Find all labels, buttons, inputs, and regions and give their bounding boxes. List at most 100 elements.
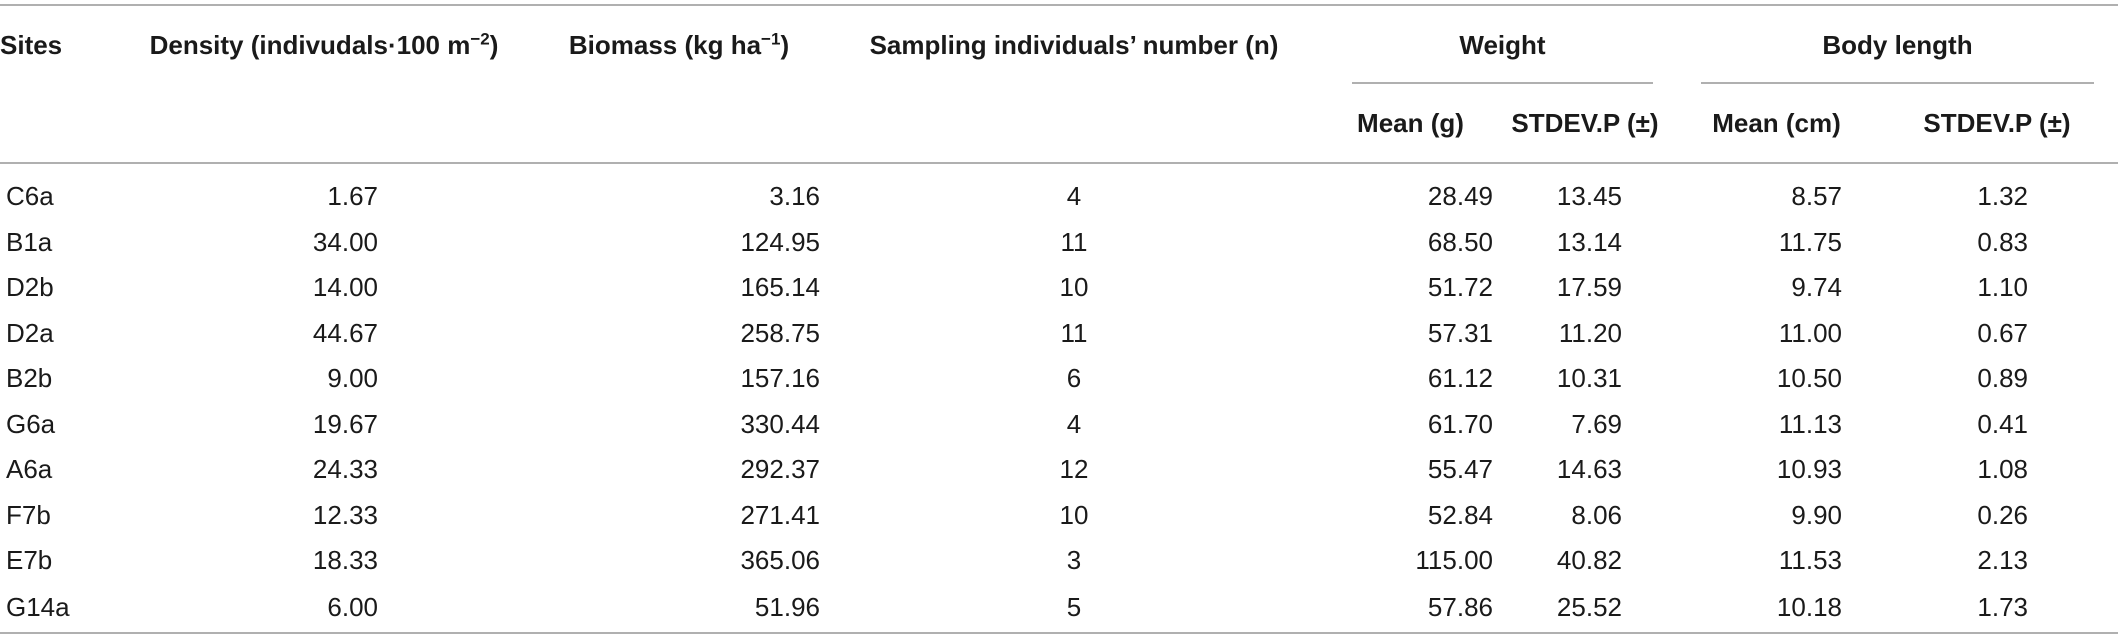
cell-sampling-n: 10	[1059, 499, 1089, 530]
header-weight-mean: Mean (g)	[1328, 84, 1493, 164]
cell-sampling-n: 6	[1066, 363, 1082, 394]
cell-biomass: 3.16	[769, 181, 820, 212]
cell-site: D2a	[6, 317, 54, 348]
cell-body-length-stdev: 1.73	[1876, 583, 2118, 634]
cell-sampling-n: 3	[1066, 545, 1082, 576]
cell-biomass-wrap: 51.96	[538, 583, 820, 634]
table-header: Sites Density (indivudals·100 m−2) Bioma…	[0, 4, 2118, 164]
header-density: Density (indivudals·100 m−2)	[110, 4, 538, 84]
header-body-length-mean: Mean (cm)	[1677, 84, 1876, 164]
cell-density: 19.67	[312, 408, 378, 439]
cell-body-length-mean: 11.13	[1778, 408, 1842, 439]
cell-site: E7b	[6, 545, 53, 576]
table-body: C6a 1.67 3.16 4 28.49 13.45 8.57 1.32 B1…	[0, 163, 2118, 634]
cell-body-length-mean: 10.18	[1677, 583, 1876, 634]
cell-body-length-mean: 11.00	[1778, 317, 1842, 348]
cell-body-length-mean: 10.93	[1776, 454, 1842, 485]
cell-sampling-n: 4	[1066, 408, 1082, 439]
cell-weight-mean: 61.12	[1427, 363, 1493, 394]
cell-density: 24.33	[312, 454, 378, 485]
cell-density: 12.33	[312, 499, 378, 530]
cell-weight-mean: 68.50	[1427, 226, 1493, 257]
cell-weight-mean: 115.00	[1415, 545, 1493, 576]
cell-weight-mean-wrap: 68.50	[1328, 220, 1493, 266]
cell-site: F7b	[6, 499, 51, 530]
cell-density: 6.00	[110, 583, 538, 634]
cell-weight-mean-wrap: 61.70	[1328, 402, 1493, 448]
cell-biomass-wrap: 258.75	[538, 311, 820, 357]
cell-weight-mean-wrap: 57.31	[1328, 311, 1493, 357]
header-density-close: )	[489, 29, 499, 60]
cell-body-length-stdev: 0.41	[1977, 408, 2028, 439]
cell-body-length-mean: 11.53	[1778, 545, 1842, 576]
cell-weight-mean-wrap: 51.72	[1328, 265, 1493, 311]
table-row: D2b 14.00 165.14 10 51.72 17.59 9.74 1.1…	[0, 265, 2118, 311]
cell-biomass: 271.41	[740, 499, 820, 530]
header-row-secondary: Mean (g) STDEV.P (±) Mean (cm) STDEV.P (…	[0, 84, 2118, 164]
cell-weight-mean-wrap: 57.86	[1328, 583, 1493, 634]
table-row: D2a 44.67 258.75 11 57.31 11.20 11.00 0.…	[0, 311, 2118, 357]
cell-site: B2b	[6, 363, 53, 394]
table-row: G14a 6.00 51.96 5 57.86 25.52 10.18 1.73	[0, 583, 2118, 634]
cell-density: 44.67	[312, 317, 378, 348]
cell-density: 14.00	[312, 272, 378, 303]
cell-body-length-mean: 10.50	[1776, 363, 1842, 394]
cell-biomass-wrap: 271.41	[538, 493, 820, 539]
cell-weight-mean-wrap: 55.47	[1328, 447, 1493, 493]
cell-biomass: 292.37	[740, 454, 820, 485]
cell-weight-mean: 61.70	[1427, 408, 1493, 439]
cell-biomass: 51.96	[754, 592, 820, 622]
cell-weight-stdev: 13.14	[1556, 226, 1622, 257]
cell-weight-stdev: 10.31	[1556, 363, 1622, 394]
cell-sampling-n: 5	[820, 583, 1328, 634]
cell-body-length-mean: 9.90	[1791, 499, 1842, 530]
cell-biomass: 330.44	[740, 408, 820, 439]
cell-biomass-wrap: 124.95	[538, 220, 820, 266]
table-row: A6a 24.33 292.37 12 55.47 14.63 10.93 1.…	[0, 447, 2118, 493]
cell-weight-mean-wrap: 28.49	[1328, 163, 1493, 220]
cell-biomass-wrap: 365.06	[538, 538, 820, 584]
cell-body-length-stdev: 1.08	[1977, 454, 2028, 485]
cell-weight-mean-wrap: 61.12	[1328, 356, 1493, 402]
cell-biomass-wrap: 3.16	[538, 163, 820, 220]
sites-data-table: Sites Density (indivudals·100 m−2) Bioma…	[0, 4, 2118, 634]
header-empty-sites	[0, 84, 110, 164]
table-row: B2b 9.00 157.16 6 61.12 10.31 10.50 0.89	[0, 356, 2118, 402]
table-row: F7b 12.33 271.41 10 52.84 8.06 9.90 0.26	[0, 493, 2118, 539]
cell-weight-mean: 57.86	[1427, 592, 1493, 622]
cell-density: 9.00	[327, 363, 378, 394]
cell-weight-mean-wrap: 115.00	[1328, 538, 1493, 584]
cell-biomass-wrap: 292.37	[538, 447, 820, 493]
cell-density: 18.33	[312, 545, 378, 576]
header-empty-sampling	[820, 84, 1328, 164]
cell-site: D2b	[6, 272, 54, 303]
cell-body-length-stdev: 0.26	[1977, 499, 2028, 530]
header-sampling: Sampling individuals’ number (n)	[820, 4, 1328, 84]
cell-body-length-stdev: 1.10	[1977, 272, 2028, 303]
cell-site: B1a	[6, 226, 53, 257]
cell-biomass: 258.75	[740, 317, 820, 348]
header-row-primary: Sites Density (indivudals·100 m−2) Bioma…	[0, 4, 2118, 85]
cell-biomass: 157.16	[740, 363, 820, 394]
cell-body-length-stdev: 2.13	[1977, 545, 2028, 576]
cell-weight-mean: 51.72	[1427, 272, 1493, 303]
cell-body-length-stdev: 0.89	[1977, 363, 2028, 394]
cell-sampling-n: 12	[1059, 454, 1089, 485]
table-row: G6a 19.67 330.44 4 61.70 7.69 11.13 0.41	[0, 402, 2118, 448]
cell-weight-stdev: 8.06	[1571, 499, 1622, 530]
cell-body-length-stdev: 1.32	[1977, 181, 2028, 212]
header-biomass: Biomass (kg ha−1)	[538, 4, 820, 84]
cell-biomass: 365.06	[740, 545, 820, 576]
cell-sampling-n: 4	[1066, 181, 1082, 212]
cell-weight-stdev: 13.45	[1556, 181, 1622, 212]
cell-biomass-wrap: 165.14	[538, 265, 820, 311]
table-row: C6a 1.67 3.16 4 28.49 13.45 8.57 1.32	[0, 163, 2118, 220]
cell-density: 34.00	[312, 226, 378, 257]
header-biomass-text: Biomass (kg ha	[568, 29, 762, 60]
header-weight-group: Weight	[1328, 4, 1677, 85]
cell-weight-stdev: 17.59	[1556, 272, 1622, 303]
cell-site: G14a	[0, 583, 110, 634]
cell-weight-mean: 28.49	[1427, 181, 1493, 212]
cell-site: A6a	[6, 454, 53, 485]
